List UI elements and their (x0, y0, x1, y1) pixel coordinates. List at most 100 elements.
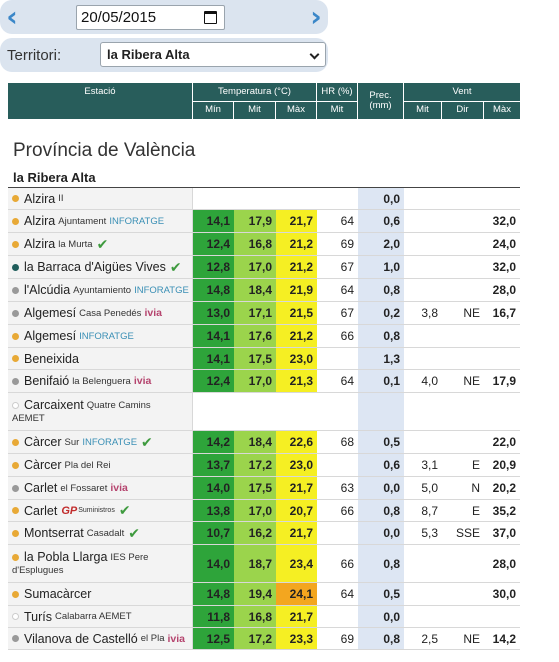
header-wind-max[interactable]: Màx (484, 102, 520, 119)
status-dot-icon (12, 635, 19, 642)
station-cell: Algemesí Casa Penedés ivia (8, 302, 193, 325)
wind-dir-cell (442, 606, 484, 628)
station-name[interactable]: Carcaixent (24, 397, 84, 412)
station-name[interactable]: la Barraca d'Aigües Vives (24, 260, 166, 274)
station-cell: la Pobla Llarga IES Pere d'Esplugues (8, 545, 193, 583)
temp-max-cell: 21,5 (276, 302, 317, 325)
temp-min-cell: 14,1 (193, 325, 234, 348)
ivia-logo: ivia (144, 307, 162, 319)
group-divider (8, 187, 520, 188)
status-dot-icon (12, 195, 19, 202)
station-name[interactable]: Alzira (24, 191, 56, 206)
station-name[interactable]: Alzira (24, 214, 56, 228)
temp-mit-cell (234, 393, 276, 431)
station-name[interactable]: Sumacàrcer (24, 587, 92, 601)
status-dot-icon (12, 332, 19, 340)
wind-max-cell: 28,0 (484, 279, 520, 302)
territory-select[interactable]: la Ribera Alta (100, 42, 326, 67)
humidity-cell: 64 (317, 583, 358, 606)
chevron-left-icon[interactable]: ‹ (6, 0, 18, 33)
calendar-icon[interactable] (204, 11, 217, 24)
station-name[interactable]: Turís (24, 609, 53, 624)
temp-mit-cell: 17,1 (234, 302, 276, 325)
precip-cell: 0,0 (358, 522, 404, 545)
header-temp-mit[interactable]: Mit (234, 102, 275, 119)
station-cell: Montserrat Casadalt ✔ (8, 522, 193, 545)
header-wind-dir[interactable]: Dir (442, 102, 483, 119)
wind-max-cell (484, 348, 520, 370)
station-name-line: Càrcer Sur INFORATGE ✔ (12, 434, 153, 451)
station-cell: Alzira II (8, 188, 193, 210)
temp-max-cell: 23,0 (276, 348, 317, 370)
station-name[interactable]: Vilanova de Castelló (24, 631, 138, 646)
station-name-line: la Barraca d'Aigües Vives ✔ (12, 259, 182, 276)
station-name[interactable]: Càrcer (24, 458, 62, 472)
wind-max-cell: 16,7 (484, 302, 520, 325)
status-dot-icon (12, 484, 19, 492)
temp-max-cell: 23,0 (276, 454, 317, 477)
temp-max-cell: 21,7 (276, 606, 317, 628)
temp-min-cell: 11,8 (193, 606, 234, 628)
wind-mit-cell: 5,0 (404, 477, 442, 500)
station-name[interactable]: Càrcer (24, 435, 62, 449)
header-temp-min[interactable]: Mín (193, 102, 233, 119)
date-input[interactable]: 20/05/2015 (76, 5, 225, 30)
chevron-right-icon[interactable]: › (310, 0, 322, 33)
station-name[interactable]: Carlet (24, 481, 58, 495)
wind-mit-cell: 4,0 (404, 370, 442, 393)
temp-mit-cell: 18,4 (234, 431, 276, 454)
header-precip[interactable]: Prec. (mm) (358, 83, 403, 119)
wind-max-cell: 32,0 (484, 210, 520, 233)
header-hr-mit[interactable]: Mit (317, 102, 357, 119)
station-name[interactable]: la Pobla Llarga (24, 549, 108, 564)
wind-dir-cell: N (442, 477, 484, 500)
station-name[interactable]: l'Alcúdia (24, 283, 71, 297)
temp-min-cell (193, 188, 234, 210)
status-dot-icon (12, 613, 19, 620)
status-dot-icon (12, 263, 19, 271)
temp-mit-cell: 19,4 (234, 583, 276, 606)
wind-dir-cell (442, 431, 484, 454)
temp-max-cell: 21,9 (276, 279, 317, 302)
inforatge-logo: INFORATGE (109, 215, 165, 227)
temp-mit-cell: 18,4 (234, 279, 276, 302)
station-name-line: Beneixida (12, 352, 79, 366)
table-row: Turís Calabarra AEMET 11,8 16,8 21,7 0,0 (8, 606, 520, 628)
table-row: Alzira Ajuntament INFORATGE 14,1 17,9 21,7 64 0… (8, 210, 520, 233)
temp-mit-cell: 17,2 (234, 454, 276, 477)
gp-suministros-logo: GP (61, 504, 78, 517)
station-name[interactable]: Montserrat (24, 526, 84, 540)
station-name[interactable]: Carlet (24, 503, 58, 518)
wind-dir-cell: E (442, 454, 484, 477)
header-wind-mit[interactable]: Mit (404, 102, 441, 119)
station-subname: Calabarra AEMET (55, 611, 132, 622)
station-name[interactable]: Algemesí (24, 329, 77, 343)
temp-max-cell: 22,6 (276, 431, 317, 454)
wind-max-cell (484, 188, 520, 210)
wind-mit-cell: 3,8 (404, 302, 442, 325)
table-row: Carlet el Fossaret ivia 14,0 17,5 21,7 63 0,0 5,… (8, 477, 520, 500)
station-subname: II (58, 193, 64, 204)
station-name-line: Alzira II (12, 192, 64, 206)
humidity-cell: 68 (317, 431, 358, 454)
table-row: Alzira la Murta ✔ 12,4 16,8 21,2 69 2,0 24,0 (8, 233, 520, 256)
wind-max-cell: 32,0 (484, 256, 520, 279)
station-name[interactable]: Algemesí (24, 306, 77, 320)
temp-min-cell: 12,5 (193, 628, 234, 650)
header-temp-max[interactable]: Màx (276, 102, 316, 119)
station-name[interactable]: Benifaió (24, 374, 70, 388)
station-name-line: Carlet GP Suministros ✔ (12, 502, 131, 519)
station-name[interactable]: Alzira (24, 237, 56, 251)
humidity-cell: 66 (317, 500, 358, 522)
header-station[interactable]: Estació (8, 83, 192, 119)
ivia-logo: ivia (167, 632, 186, 645)
wind-mit-cell (404, 256, 442, 279)
inforatge-logo: INFORATGE (134, 284, 189, 296)
precip-cell: 1,3 (358, 348, 404, 370)
precip-cell: 0,6 (358, 454, 404, 477)
temp-mit-cell: 17,2 (234, 628, 276, 650)
station-cell: Carlet GP Suministros ✔ (8, 500, 193, 522)
status-dot-icon (12, 309, 19, 317)
station-name[interactable]: Beneixida (24, 351, 79, 366)
wind-mit-cell (404, 583, 442, 606)
